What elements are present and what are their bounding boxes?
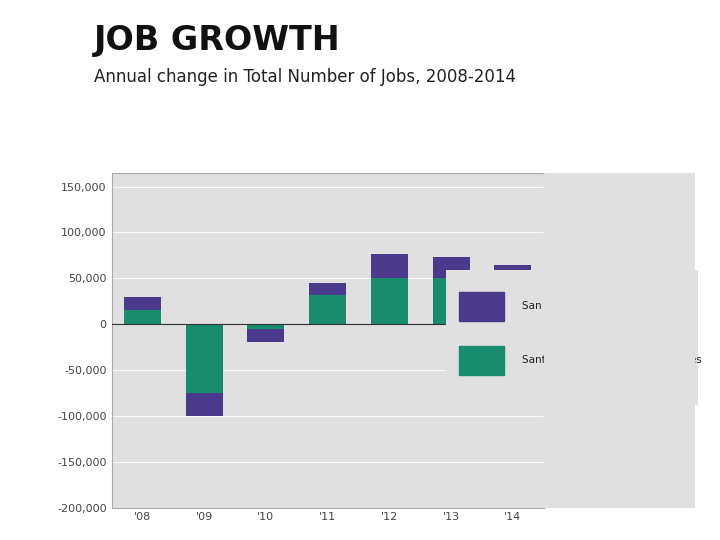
Bar (494, 280, 531, 324)
Bar (433, 257, 469, 278)
Text: Annual change in Total Number of Jobs, 2008-2014: Annual change in Total Number of Jobs, 2… (94, 68, 516, 85)
Bar (309, 295, 346, 324)
Text: JOB GROWTH: JOB GROWTH (94, 24, 341, 57)
Text: San Francisco: San Francisco (522, 301, 594, 312)
Bar (371, 278, 408, 324)
Bar (124, 296, 161, 310)
Bar (248, 324, 284, 329)
Bar (433, 278, 469, 324)
Bar (124, 310, 161, 324)
Bar (186, 324, 222, 393)
FancyBboxPatch shape (459, 292, 504, 321)
Text: Santa Clara & San Mateo Counties: Santa Clara & San Mateo Counties (522, 355, 702, 366)
Bar (494, 265, 531, 280)
FancyBboxPatch shape (459, 346, 504, 375)
Bar (186, 393, 222, 416)
Bar (248, 329, 284, 342)
Bar (371, 253, 408, 278)
Bar (309, 283, 346, 295)
